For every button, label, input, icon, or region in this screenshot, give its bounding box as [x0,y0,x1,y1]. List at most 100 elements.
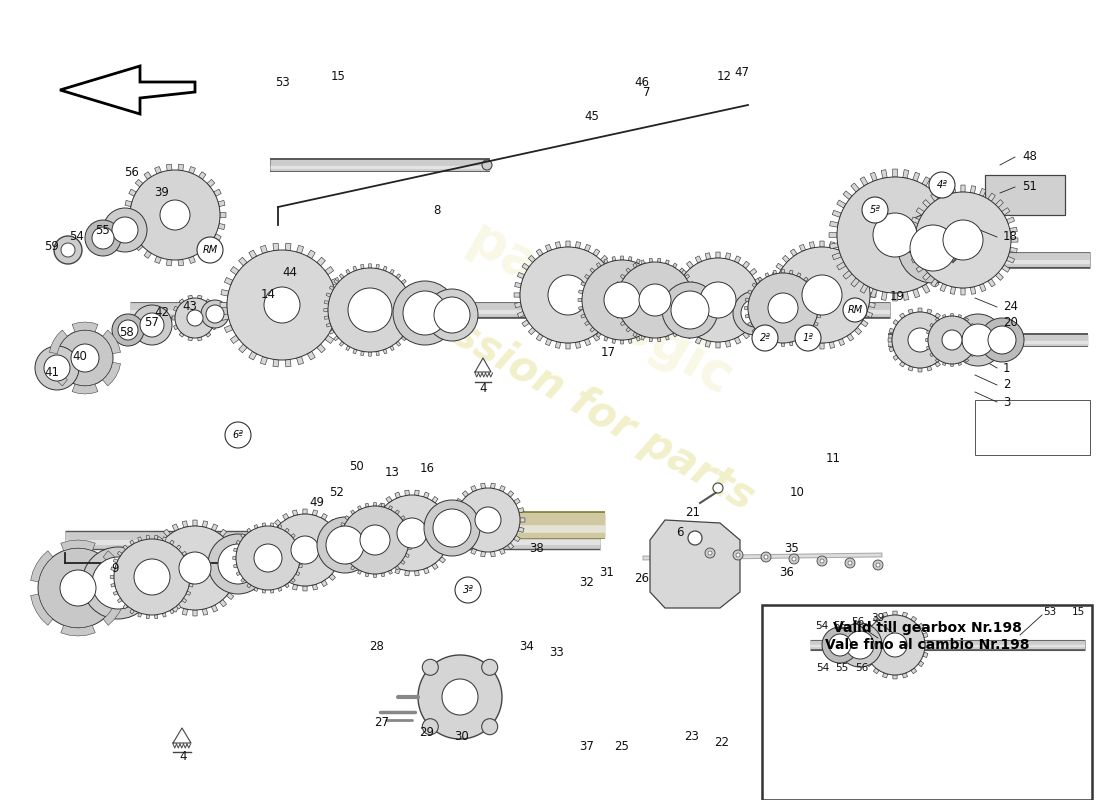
Polygon shape [940,283,947,291]
Polygon shape [961,185,965,192]
Polygon shape [129,234,136,241]
Polygon shape [186,591,190,595]
Polygon shape [400,516,405,520]
Polygon shape [176,545,182,550]
Polygon shape [452,527,458,532]
Text: 51: 51 [1022,181,1037,194]
Polygon shape [518,527,524,532]
Polygon shape [861,643,865,647]
Text: 23: 23 [684,730,700,743]
Polygon shape [293,510,298,516]
Circle shape [201,300,229,328]
Polygon shape [198,172,206,179]
Polygon shape [903,170,909,178]
Polygon shape [285,359,292,367]
Polygon shape [851,183,859,192]
Polygon shape [672,332,678,337]
Polygon shape [406,286,410,290]
Polygon shape [339,274,344,278]
Circle shape [837,177,953,293]
Polygon shape [507,542,514,550]
Polygon shape [296,571,300,575]
Polygon shape [943,362,946,366]
Circle shape [789,554,799,564]
Polygon shape [988,193,996,202]
Polygon shape [909,309,913,314]
Polygon shape [296,541,300,545]
Polygon shape [111,583,116,587]
Polygon shape [671,287,678,293]
Polygon shape [60,66,195,114]
Circle shape [952,314,1004,366]
Polygon shape [869,282,876,288]
Polygon shape [518,508,524,513]
Circle shape [671,291,710,329]
Text: 53: 53 [275,75,289,89]
Polygon shape [930,353,934,357]
Polygon shape [636,259,640,264]
Polygon shape [641,260,645,264]
Polygon shape [642,262,648,268]
Polygon shape [950,286,956,294]
Text: 44: 44 [283,266,297,278]
Polygon shape [339,342,344,346]
Circle shape [482,718,497,734]
Polygon shape [268,528,275,534]
Polygon shape [626,327,630,332]
Polygon shape [927,309,932,314]
Polygon shape [593,249,600,256]
Text: 45: 45 [584,110,600,123]
Polygon shape [632,263,637,268]
Polygon shape [213,234,221,241]
Text: 39: 39 [871,613,884,623]
Circle shape [482,160,492,170]
Text: RM: RM [847,305,862,315]
Polygon shape [179,332,184,337]
Circle shape [748,273,818,343]
Circle shape [802,275,842,315]
Polygon shape [144,250,152,258]
Polygon shape [810,342,815,348]
Polygon shape [129,189,136,196]
Polygon shape [975,330,978,334]
Polygon shape [769,302,776,308]
Text: 22: 22 [715,735,729,749]
Text: 20: 20 [1003,317,1018,330]
Polygon shape [376,351,380,356]
Polygon shape [60,540,96,550]
Circle shape [206,305,224,323]
Polygon shape [409,293,414,297]
Polygon shape [271,523,274,526]
Circle shape [403,291,447,335]
Polygon shape [499,486,505,492]
Circle shape [865,615,925,675]
Polygon shape [948,210,958,218]
Polygon shape [578,298,582,302]
Polygon shape [241,578,245,582]
Polygon shape [584,244,591,251]
Polygon shape [265,558,271,562]
Text: 41: 41 [44,366,59,378]
Polygon shape [220,302,227,307]
Polygon shape [970,323,975,327]
Polygon shape [979,283,986,291]
Polygon shape [450,531,455,535]
Text: 10: 10 [790,486,804,498]
Polygon shape [135,243,143,250]
Polygon shape [649,258,652,262]
Polygon shape [221,290,229,296]
Polygon shape [755,278,762,284]
Polygon shape [491,551,495,557]
Polygon shape [73,322,98,332]
Circle shape [254,544,282,572]
Polygon shape [926,330,929,334]
Polygon shape [867,661,872,666]
Polygon shape [432,563,438,570]
Polygon shape [912,217,920,224]
Circle shape [208,534,268,594]
Polygon shape [860,284,868,294]
Text: 53: 53 [1044,607,1057,617]
Text: 46: 46 [635,75,649,89]
Polygon shape [593,334,600,341]
Polygon shape [860,320,868,326]
